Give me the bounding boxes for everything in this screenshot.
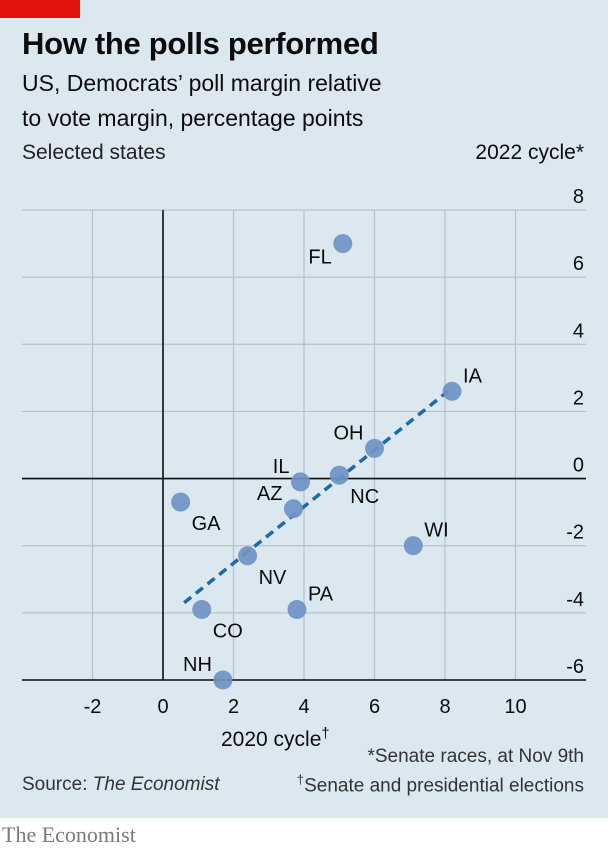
chart-title: How the polls performed <box>22 26 379 61</box>
data-point-il <box>290 472 310 492</box>
data-point-nv <box>238 546 258 566</box>
source-name: The Economist <box>92 774 220 795</box>
chart-subtitle-line1: US, Democrats’ poll margin relative <box>22 70 382 96</box>
point-label-pa: PA <box>308 584 334 606</box>
footnote-senate: *Senate races, at Nov 9th <box>367 746 584 767</box>
x-tick-label: 6 <box>369 696 380 718</box>
x-tick-label: 0 <box>157 696 168 718</box>
data-point-ga <box>171 492 191 512</box>
point-label-wi: WI <box>424 520 448 542</box>
y-tick-label: -6 <box>566 656 584 678</box>
source-label: Source: <box>22 774 93 795</box>
point-label-il: IL <box>273 456 290 478</box>
brand-logo-text: The Economist <box>2 822 136 847</box>
x-tick-label: -2 <box>84 696 102 718</box>
data-point-pa <box>287 600 307 619</box>
y-tick-label: -4 <box>566 589 584 611</box>
point-label-az: AZ <box>257 483 283 505</box>
point-label-nv: NV <box>259 567 287 589</box>
y-tick-label: -2 <box>566 522 584 544</box>
y-tick-label: 8 <box>573 186 584 208</box>
x-axis-title-text: 2020 cycle <box>221 728 322 751</box>
data-point-ia <box>442 381 462 401</box>
footnote-elections: †Senate and presidential elections <box>297 772 584 797</box>
x-tick-label: 4 <box>298 696 309 718</box>
point-label-nc: NC <box>350 486 379 508</box>
y-tick-label: 0 <box>573 455 584 477</box>
x-axis-title: 2020 cycle† <box>221 726 330 752</box>
x-axis-title-mark: † <box>321 726 330 742</box>
y-axis-title: 2022 cycle* <box>475 141 584 164</box>
x-tick-label: 2 <box>228 696 239 718</box>
data-point-az <box>283 499 303 519</box>
x-tick-label: 10 <box>504 696 526 718</box>
point-label-ga: GA <box>192 513 222 535</box>
data-point-nh <box>213 670 233 690</box>
scatter-chart: -6 -4 -2 0 2 4 6 8 -2 0 2 4 6 8 10 FL IA OH IL NC AZ GA WI NV PA… <box>22 186 586 718</box>
data-point-wi <box>403 536 423 556</box>
point-label-oh: OH <box>334 422 364 444</box>
point-label-fl: FL <box>308 247 331 269</box>
footnote-elections-text: Senate and presidential elections <box>304 775 584 797</box>
data-point-oh <box>365 438 384 458</box>
trend-line <box>183 386 454 605</box>
x-tick-label: 8 <box>439 696 450 718</box>
point-label-co: CO <box>213 621 243 643</box>
y-tick-label: 2 <box>573 387 584 409</box>
data-point-fl <box>333 234 353 254</box>
data-point-co <box>192 600 212 619</box>
source-line: Source: The Economist <box>22 774 220 796</box>
y-tick-label: 6 <box>573 253 584 275</box>
brand-red-bar <box>0 0 80 18</box>
footnote-dagger: † <box>296 772 305 787</box>
point-label-nh: NH <box>183 654 212 676</box>
data-point-nc <box>329 465 349 485</box>
point-label-ia: IA <box>463 365 483 387</box>
chart-subtitle-line2: to vote margin, percentage points <box>22 105 364 131</box>
chart-subtitle-line3: Selected states <box>22 141 166 164</box>
y-tick-label: 4 <box>573 320 584 342</box>
